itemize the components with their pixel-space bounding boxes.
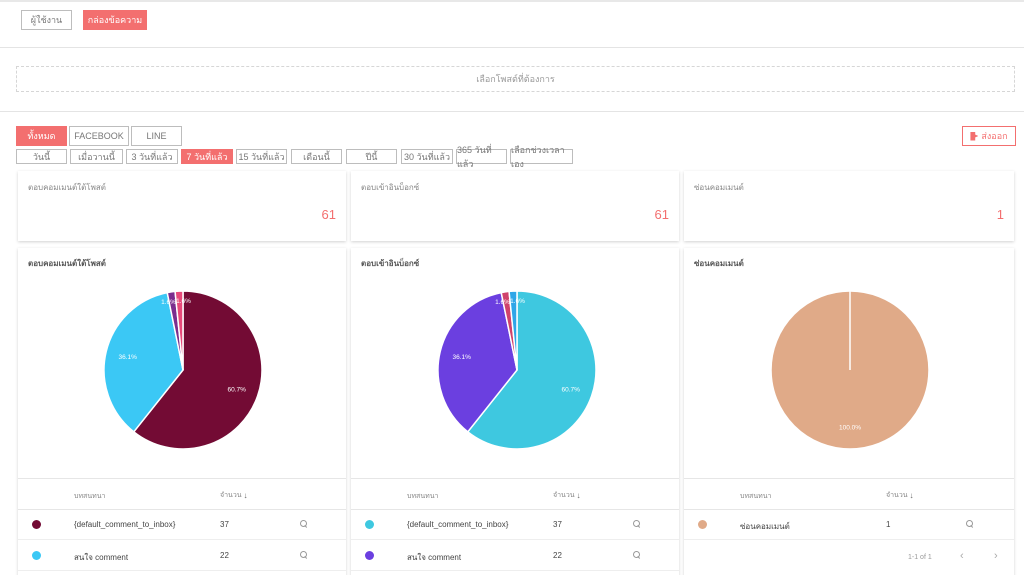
chevron-left-icon[interactable]: ‹ — [960, 550, 964, 562]
table-row: ซ่อนคอมเมนต์ 1 — [684, 510, 1014, 540]
range-3days-button[interactable]: 3 วันที่แล้ว — [126, 149, 178, 164]
range-30days-button[interactable]: 30 วันที่แล้ว — [401, 149, 453, 164]
pie-slice[interactable] — [466, 290, 597, 450]
table-header: บทสนทนา จำนวน ↓ — [684, 478, 1014, 510]
row-count: 1 — [886, 520, 891, 529]
pie-slice-label: 1.6% — [495, 299, 510, 306]
pie-slice[interactable] — [174, 290, 184, 371]
channel-line-button[interactable]: LINE — [131, 126, 182, 146]
range-365days-button[interactable]: 365 วันที่แล้ว — [456, 145, 507, 169]
chart-title: ซ่อนคอมเมนต์ — [694, 259, 744, 268]
range-7days-button[interactable]: 7 วันที่แล้ว — [181, 149, 233, 164]
export-icon — [970, 131, 979, 141]
stat-card-reply-inbox: ตอบเข้าอินบ็อกซ์ 61 — [351, 171, 679, 241]
range-this-year-button[interactable]: ปีนี้ — [346, 149, 397, 164]
pie-slice-label: 1.6% — [510, 298, 525, 305]
pie-slice-label: 1.6% — [176, 298, 191, 305]
row-name: สนใจ comment — [407, 553, 462, 562]
column-count-header[interactable]: จำนวน ↓ — [553, 490, 581, 501]
arrow-down-icon: ↓ — [576, 491, 581, 500]
chart-title: ตอบคอมเมนต์ใต้โพสต์ — [28, 259, 106, 268]
range-yesterday-button[interactable]: เมื่อวานนี้ — [70, 149, 123, 164]
table-header: บทสนทนา จำนวน ↓ — [18, 478, 346, 510]
chart-title: ตอบเข้าอินบ็อกซ์ — [361, 259, 420, 268]
row-count: 37 — [220, 520, 229, 529]
pie-slice[interactable] — [508, 290, 518, 371]
pie-slice[interactable] — [437, 291, 518, 433]
export-button[interactable]: ส่งออก — [962, 126, 1016, 146]
row-count: 22 — [220, 551, 229, 560]
pie-slice-label: 36.1% — [118, 354, 137, 361]
stat-value: 61 — [654, 207, 669, 222]
pie-chart: 60.7% 36.1% 1.6% 1.6% — [103, 290, 263, 450]
legend-dot — [698, 520, 707, 529]
search-icon[interactable] — [966, 520, 974, 528]
table-row: สนใจ comment 22 — [18, 541, 346, 571]
stat-title: ตอบเข้าอินบ็อกซ์ — [361, 183, 420, 192]
pie-slice-label: 60.7% — [227, 386, 246, 393]
legend-dot — [365, 551, 374, 560]
chart-card-reply-comment: ตอบคอมเมนต์ใต้โพสต์ 60.7% 36.1% 1.6% 1.6% บ… — [18, 248, 346, 575]
channel-facebook-button[interactable]: FACEBOOK — [69, 126, 129, 146]
column-count-header[interactable]: จำนวน ↓ — [220, 490, 248, 501]
column-count-label: จำนวน — [886, 492, 908, 499]
stat-value: 61 — [321, 207, 336, 222]
legend-dot — [32, 520, 41, 529]
legend-dot — [32, 551, 41, 560]
chart-card-hide-comment: ซ่อนคอมเมนต์ 100.0% บทสนทนา จำนวน ↓ ซ่อนค… — [684, 248, 1014, 575]
arrow-down-icon: ↓ — [909, 491, 914, 500]
pie-slice[interactable] — [132, 290, 263, 450]
column-count-header[interactable]: จำนวน ↓ — [886, 490, 914, 501]
divider — [0, 111, 1024, 112]
pie-slice-label: 100.0% — [839, 424, 861, 431]
row-count: 37 — [553, 520, 562, 529]
pagination-text: 1-1 of 1 — [908, 554, 932, 561]
post-picker[interactable]: เลือกโพสต์ที่ต้องการ — [16, 66, 1015, 92]
pie-slice-label: 1.6% — [161, 299, 176, 306]
chart-card-reply-inbox: ตอบเข้าอินบ็อกซ์ 60.7% 36.1% 1.6% 1.6% บทสน… — [351, 248, 679, 575]
top-bar: ผู้ใช้งาน กล่องข้อความ — [0, 0, 1024, 48]
range-15days-button[interactable]: 15 วันที่แล้ว — [236, 149, 287, 164]
export-label: ส่งออก — [981, 131, 1008, 141]
stat-card-hide-comment: ซ่อนคอมเมนต์ 1 — [684, 171, 1014, 241]
channel-all-button[interactable]: ทั้งหมด — [16, 126, 67, 146]
pie-slice-label: 36.1% — [452, 354, 471, 361]
pie-slice-label: 60.7% — [561, 386, 580, 393]
post-picker-label: เลือกโพสต์ที่ต้องการ — [476, 74, 555, 84]
table-row: {default_comment_to_inbox} 37 — [18, 510, 346, 540]
range-today-button[interactable]: วันนี้ — [16, 149, 67, 164]
tab-inbox[interactable]: กล่องข้อความ — [83, 10, 147, 30]
column-name-header[interactable]: บทสนทนา — [407, 493, 439, 500]
range-this-month-button[interactable]: เดือนนี้ — [291, 149, 342, 164]
table-header: บทสนทนา จำนวน ↓ — [351, 478, 679, 510]
search-icon[interactable] — [300, 520, 308, 528]
pie-slice[interactable] — [103, 291, 184, 433]
pie-chart: 60.7% 36.1% 1.6% 1.6% — [437, 290, 597, 450]
column-count-label: จำนวน — [220, 492, 242, 499]
row-name: {default_comment_to_inbox} — [74, 520, 176, 529]
column-count-label: จำนวน — [553, 492, 575, 499]
search-icon[interactable] — [633, 520, 641, 528]
range-custom-button[interactable]: เลือกช่วงเวลาเอง — [510, 145, 573, 169]
row-count: 22 — [553, 551, 562, 560]
arrow-down-icon: ↓ — [243, 491, 248, 500]
column-name-header[interactable]: บทสนทนา — [74, 493, 106, 500]
legend-dot — [365, 520, 374, 529]
row-name: ซ่อนคอมเมนต์ — [740, 522, 790, 531]
column-name-header[interactable]: บทสนทนา — [740, 493, 772, 500]
stat-title: ตอบคอมเมนต์ใต้โพสต์ — [28, 183, 106, 192]
stat-title: ซ่อนคอมเมนต์ — [694, 183, 744, 192]
stat-card-reply-comment: ตอบคอมเมนต์ใต้โพสต์ 61 — [18, 171, 346, 241]
table-row: {default_comment_to_inbox} 37 — [351, 510, 679, 540]
tab-users[interactable]: ผู้ใช้งาน — [21, 10, 72, 30]
search-icon[interactable] — [633, 551, 641, 559]
stat-value: 1 — [996, 207, 1004, 222]
row-name: {default_comment_to_inbox} — [407, 520, 509, 529]
pie-chart: 100.0% — [770, 290, 930, 450]
chevron-right-icon[interactable]: › — [994, 550, 998, 562]
search-icon[interactable] — [300, 551, 308, 559]
row-name: สนใจ comment — [74, 553, 129, 562]
table-row: สนใจ comment 22 — [351, 541, 679, 571]
